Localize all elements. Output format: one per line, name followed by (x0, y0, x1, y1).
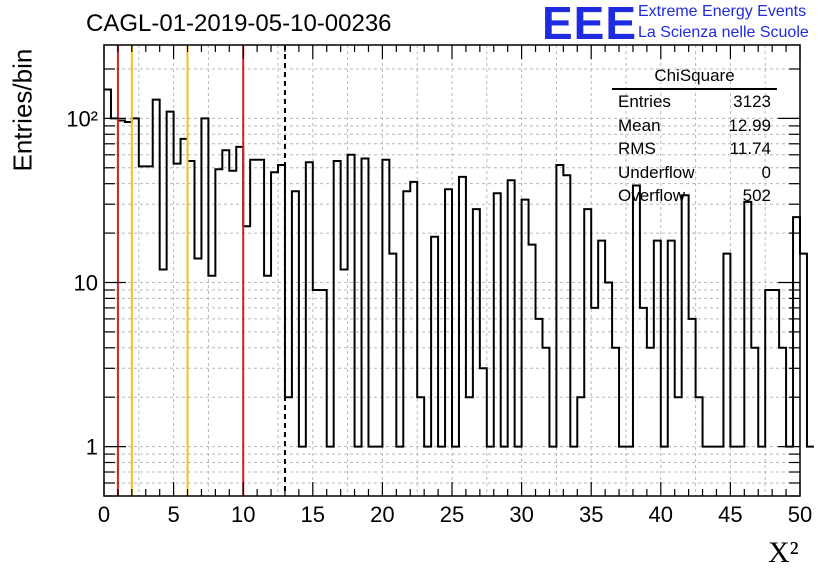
histogram-bin (584, 209, 591, 496)
x-tick-label: 50 (788, 502, 812, 527)
histogram-bin (250, 160, 257, 496)
stats-row: Mean 12.99 (612, 114, 777, 138)
histogram-bin (647, 348, 654, 496)
histogram-bin (473, 209, 480, 496)
y-tick-label: 1 (86, 435, 98, 460)
histogram-bin (779, 348, 786, 496)
histogram-bin (229, 171, 236, 496)
stats-row: Overflow 502 (612, 184, 777, 208)
stats-value: 0 (761, 162, 771, 182)
y-tick-label: 10 (74, 270, 98, 295)
x-tick-label: 35 (579, 502, 603, 527)
histogram-bin (410, 182, 417, 496)
histogram-bin (689, 319, 696, 496)
y-axis-label: Entries/bin (7, 48, 38, 172)
x-tick-label: 45 (718, 502, 742, 527)
axes (103, 44, 801, 497)
histogram-bin (236, 147, 243, 496)
x-tick-label: 15 (301, 502, 325, 527)
logo-line-1: Extreme Energy Events (638, 3, 807, 20)
x-tick-label: 30 (509, 502, 533, 527)
stats-label: Underflow (618, 162, 695, 182)
histogram-bin (633, 185, 640, 496)
histogram-bin (751, 348, 758, 496)
histogram-layer (104, 88, 814, 496)
histogram-bin (800, 254, 807, 496)
x-axis-label: X² (768, 536, 799, 569)
histogram-bin (334, 161, 341, 496)
histogram-bin (243, 226, 250, 496)
histogram-bin (181, 139, 188, 496)
histogram-bin (480, 368, 487, 496)
stats-row: Underflow 0 (612, 161, 777, 185)
histogram-bin (605, 282, 612, 496)
stats-value: 502 (742, 186, 771, 205)
stats-row: Entries 3123 (612, 90, 777, 114)
histogram-bin (201, 118, 208, 496)
stats-label: Overflow (618, 186, 686, 205)
histogram-bin (591, 308, 598, 496)
histogram-bin (362, 158, 369, 496)
histogram-bin (494, 193, 501, 496)
histogram-bin (313, 290, 320, 496)
x-tick-label: 20 (370, 502, 394, 527)
histogram-bin (153, 100, 160, 496)
histogram-bin (508, 180, 515, 496)
histogram-bin (222, 150, 229, 496)
histogram-bin (612, 348, 619, 496)
histogram-bin (257, 160, 264, 496)
histogram-bin (167, 112, 174, 496)
histogram-bin (111, 118, 118, 496)
x-tick-label: 10 (231, 502, 255, 527)
histogram-bin (348, 155, 355, 496)
stats-row: RMS 11.74 (612, 137, 777, 161)
stats-label: Mean (618, 115, 661, 135)
histogram-bin (382, 160, 389, 496)
x-tick-label: 0 (98, 502, 110, 527)
histogram-bin (320, 290, 327, 496)
histogram-bin (563, 175, 570, 496)
stats-label: Entries (618, 92, 671, 111)
histogram-bin (271, 172, 278, 496)
histogram-bin (765, 290, 772, 496)
stats-label: RMS (618, 139, 656, 158)
histogram-bin (403, 191, 410, 496)
histogram-bin (431, 237, 438, 496)
run-title: CAGL-01-2019-05-10-00236 (86, 10, 392, 37)
x-tick-label: 25 (440, 502, 464, 527)
x-tick-label: 5 (167, 502, 179, 527)
histogram-bin (744, 202, 751, 496)
histogram-bin (772, 290, 779, 496)
histogram-bin (640, 308, 647, 496)
histogram-bin (536, 319, 543, 496)
histogram-bin (194, 259, 201, 496)
histogram-bin (125, 122, 132, 496)
x-tick-label: 40 (649, 502, 673, 527)
histogram-bin (445, 189, 452, 496)
threshold-lines (116, 45, 286, 496)
histogram-bin (682, 195, 689, 496)
stats-value: 3123 (733, 92, 771, 111)
logo-line-2: La Scienza nelle Scuole (638, 24, 809, 41)
histogram-bin (459, 177, 466, 496)
stats-value: 12.99 (728, 115, 771, 135)
stats-title: ChiSquare (612, 64, 777, 90)
histogram-bin (542, 348, 549, 496)
eee-logo: EEE (542, 0, 638, 49)
y-tick-label: 10² (66, 106, 98, 131)
histogram-bin (306, 162, 313, 496)
stats-value: 11.74 (729, 139, 771, 158)
histogram-bin (292, 191, 299, 496)
histogram-series (104, 88, 814, 448)
histogram-bin (104, 89, 111, 496)
stats-box: ChiSquare Entries 3123 Mean 12.99 RMS 11… (612, 64, 777, 208)
tick-labels: 0 5 10 15 20 25 30 35 40 45 50 1 10 10² (66, 106, 812, 527)
histogram-bin (188, 161, 195, 496)
histogram-bin (132, 118, 139, 496)
histogram-bin (807, 447, 814, 496)
